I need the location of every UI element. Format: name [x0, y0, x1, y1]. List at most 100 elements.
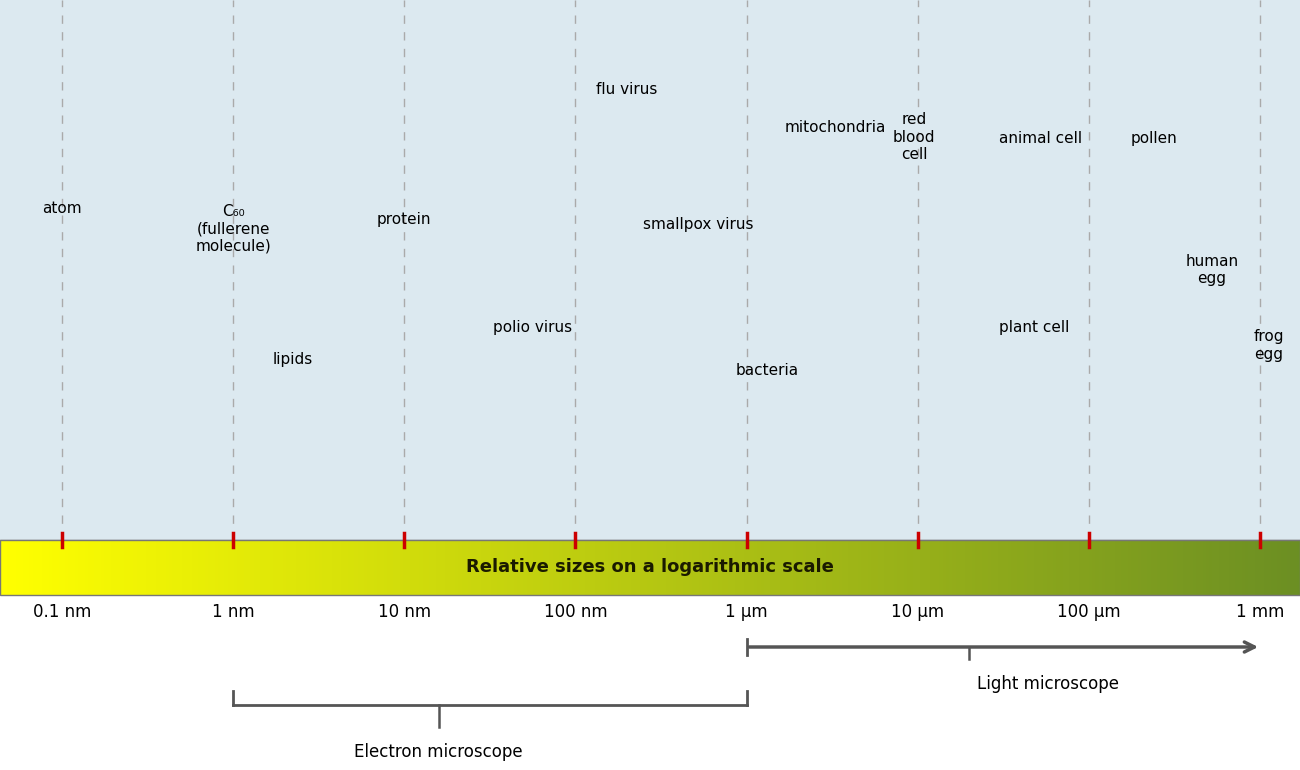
Bar [1268, 540, 1271, 595]
Bar [468, 540, 472, 595]
Bar [1235, 540, 1239, 595]
Bar [432, 540, 436, 595]
Bar [816, 540, 819, 595]
Bar [1173, 540, 1177, 595]
Bar [959, 540, 962, 595]
Bar [452, 540, 455, 595]
Bar [559, 540, 563, 595]
Bar [1011, 540, 1014, 595]
Bar [263, 540, 266, 595]
Bar [972, 540, 975, 595]
Bar [562, 540, 566, 595]
Bar [114, 540, 117, 595]
Bar [234, 540, 238, 595]
Bar [952, 540, 956, 595]
Bar [101, 540, 104, 595]
Bar [237, 540, 240, 595]
Bar [1264, 540, 1268, 595]
Bar [601, 540, 604, 595]
Bar [344, 540, 348, 595]
Bar [10, 540, 13, 595]
Bar [1254, 540, 1258, 595]
Bar [309, 540, 312, 595]
Bar [29, 540, 32, 595]
Bar [1167, 540, 1170, 595]
Bar [1124, 540, 1128, 595]
Bar [783, 540, 786, 595]
Bar [800, 540, 803, 595]
Bar [1212, 540, 1216, 595]
Bar [153, 540, 156, 595]
Bar [136, 540, 140, 595]
Bar [1008, 540, 1011, 595]
Bar [484, 540, 488, 595]
Bar [32, 540, 36, 595]
Bar [1284, 540, 1287, 595]
Bar [702, 540, 706, 595]
Bar [1206, 540, 1209, 595]
Bar [481, 540, 485, 595]
Bar [708, 540, 712, 595]
Bar [150, 540, 153, 595]
Bar [1076, 540, 1079, 595]
Text: Light microscope: Light microscope [978, 675, 1119, 693]
Bar [939, 540, 942, 595]
Bar [214, 540, 218, 595]
Text: polio virus: polio virus [493, 320, 572, 335]
Text: Electron microscope: Electron microscope [354, 743, 523, 761]
Bar [1004, 540, 1008, 595]
Bar [650, 540, 654, 595]
Bar [852, 540, 855, 595]
Bar [1190, 540, 1193, 595]
Bar [1040, 540, 1044, 595]
Bar [455, 540, 459, 595]
Bar [120, 540, 124, 595]
Bar [871, 540, 875, 595]
Bar [634, 540, 637, 595]
Bar [630, 540, 634, 595]
Bar [734, 540, 738, 595]
Bar [283, 540, 286, 595]
Bar [133, 540, 136, 595]
Bar [390, 540, 394, 595]
Bar [361, 540, 364, 595]
Bar [627, 540, 630, 595]
Bar [497, 540, 500, 595]
Text: atom: atom [42, 201, 82, 216]
Bar [507, 540, 511, 595]
Bar [146, 540, 150, 595]
Bar [982, 540, 985, 595]
Bar [280, 540, 283, 595]
Bar [387, 540, 390, 595]
Bar [858, 540, 862, 595]
Bar [143, 540, 147, 595]
Bar [530, 540, 533, 595]
Bar [618, 540, 621, 595]
Bar [985, 540, 988, 595]
Bar [926, 540, 929, 595]
Text: 0.1 nm: 0.1 nm [32, 603, 91, 621]
Bar [848, 540, 852, 595]
Bar [1164, 540, 1167, 595]
Bar [218, 540, 221, 595]
Bar [117, 540, 121, 595]
Bar [942, 540, 946, 595]
Bar [595, 540, 598, 595]
Text: animal cell: animal cell [1000, 131, 1083, 146]
Bar [1056, 540, 1060, 595]
Bar [1193, 540, 1196, 595]
Bar [878, 540, 881, 595]
Bar [1271, 540, 1274, 595]
Bar [861, 540, 864, 595]
Bar [491, 540, 494, 595]
Bar [978, 540, 982, 595]
Bar [156, 540, 160, 595]
Text: pollen: pollen [1131, 131, 1178, 146]
Bar [809, 540, 812, 595]
Bar [659, 540, 663, 595]
Bar [416, 540, 420, 595]
Text: flu virus: flu virus [597, 82, 658, 97]
Bar [325, 540, 329, 595]
Bar [1034, 540, 1037, 595]
Bar [903, 540, 907, 595]
